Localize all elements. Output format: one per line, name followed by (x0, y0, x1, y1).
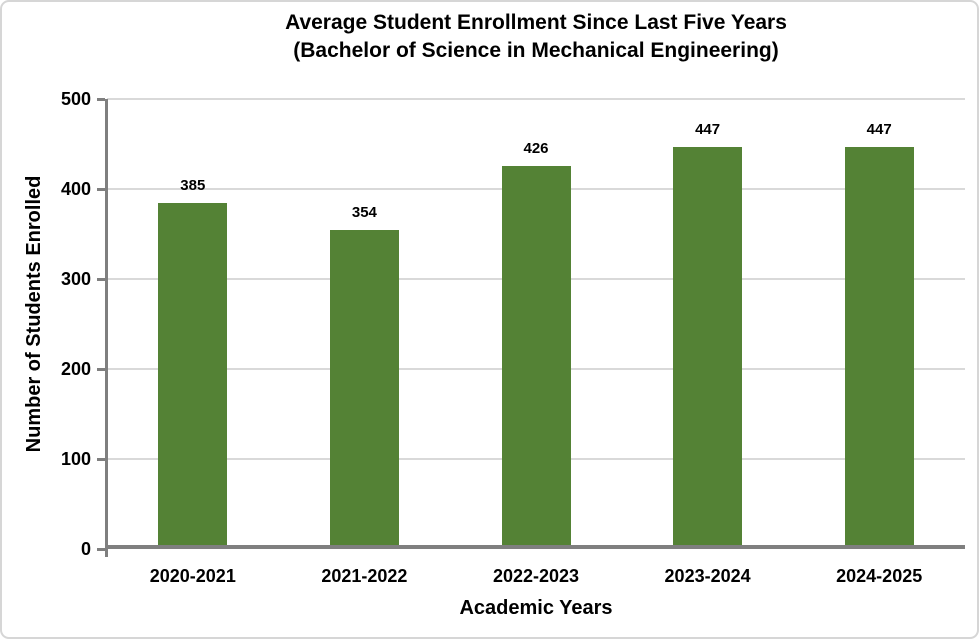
x-tick-label-2021-2022: 2021-2022 (321, 566, 408, 586)
y-tick-label-400: 400 (60, 179, 91, 199)
bar-value-label-2021-2022: 354 (351, 204, 377, 222)
y-tick-label-200: 200 (60, 359, 91, 379)
bar-2021-2022 (329, 230, 399, 549)
x-tick-label-2023-2024: 2023-2024 (664, 566, 751, 586)
y-axis-tick-0 (97, 548, 105, 551)
y-axis-line (105, 99, 108, 557)
x-tick-label-2022-2023: 2022-2023 (492, 566, 580, 586)
y-tick-label-500: 500 (60, 89, 91, 109)
bar-value-label-2022-2023: 426 (523, 139, 549, 157)
x-tick-label-2024-2025: 2024-2025 (836, 566, 923, 586)
chart-title: Average Student Enrollment Since Last Fi… (107, 9, 965, 65)
y-axis-tick-400 (97, 188, 105, 191)
y-axis-tick-300 (97, 278, 105, 281)
bar-2023-2024 (673, 146, 743, 549)
y-tick-label-100: 100 (60, 449, 91, 469)
x-axis-title: Academic Years (459, 597, 613, 619)
chart-title-line1: Average Student Enrollment Since Last Fi… (285, 11, 787, 34)
y-axis-title: Number of Students Enrolled (23, 175, 45, 453)
x-tick-label-2020-2021: 2020-2021 (149, 566, 236, 586)
bar-value-label-2024-2025: 447 (866, 120, 892, 138)
bar-value-label-2023-2024: 447 (695, 120, 721, 138)
y-tick-label-300: 300 (60, 269, 91, 289)
y-axis-tick-200 (97, 368, 105, 371)
plot-area: 385 354 426 447 447 (107, 98, 965, 549)
y-tick-label-0: 0 (80, 539, 91, 559)
y-axis-tick-500 (97, 98, 105, 101)
gridline-500 (107, 98, 965, 100)
y-axis-tick-100 (97, 458, 105, 461)
chart-title-line2: (Bachelor of Science in Mechanical Engin… (293, 39, 779, 62)
bar-2022-2023 (501, 165, 571, 549)
bar-value-label-2020-2021: 385 (180, 176, 206, 194)
x-axis-line (105, 545, 965, 549)
bar-2024-2025 (844, 146, 914, 549)
bar-2020-2021 (158, 202, 228, 549)
